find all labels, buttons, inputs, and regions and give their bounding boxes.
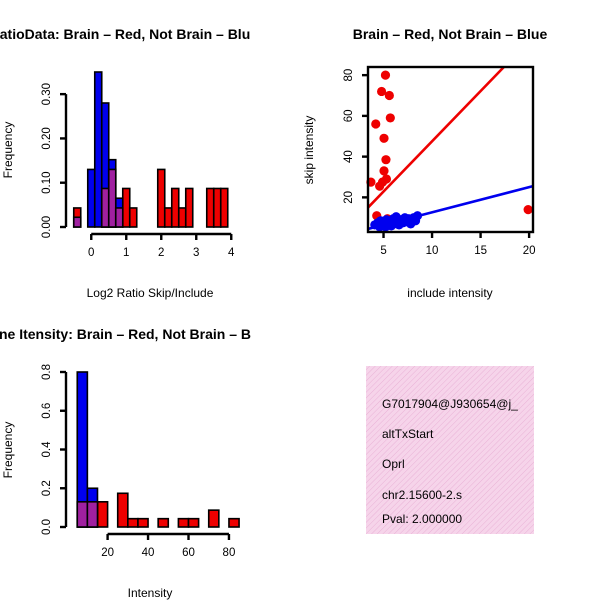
scatter-x-axis-label: include intensity <box>407 286 492 300</box>
intensity-bar-brain-6 <box>157 517 170 528</box>
scatter-points <box>366 70 533 232</box>
intensity-bar-brain-3 <box>116 492 129 528</box>
ratio-bar-brain-4 <box>128 207 138 228</box>
intensity-x-tick-label: 20 <box>101 547 114 559</box>
scatter-plot-frame <box>366 65 535 234</box>
scatter-chart-title: Brain – Red, Not Brain – Blue <box>353 26 548 42</box>
intensity-x-tick-label: 80 <box>223 547 236 559</box>
intensity-bar-brain-7 <box>177 517 190 528</box>
gene-info-panel: G7017904@J930654@j_ altTxStart Oprl chr2… <box>366 366 534 534</box>
info-event-type: altTxStart <box>382 427 434 441</box>
ratio-y-tick-label: 0.10 <box>41 172 53 194</box>
ratio-bar-overlap-2 <box>107 168 117 228</box>
intensity-bar-overlap-1 <box>86 501 99 528</box>
scatter-point-brain-10 <box>381 174 392 184</box>
info-event-id: G7017904@J930654@j_ <box>382 397 518 411</box>
intensity-x-axis-label: Intensity <box>128 586 173 600</box>
intensity-y-tick-label: 0.4 <box>41 441 53 458</box>
ratio-bar-not-brain-1 <box>93 71 103 228</box>
ratio-x-tick-label: 2 <box>158 247 164 259</box>
scatter-x-tick-label: 15 <box>474 245 487 257</box>
intensity-y-axis-label: Frequency <box>1 422 15 479</box>
scatter-point-brain-14 <box>523 204 533 215</box>
scatter-point-brain-9 <box>381 155 391 165</box>
ratio-bar-brain-7 <box>170 187 180 228</box>
scatter-point-brain-12 <box>384 90 394 101</box>
info-gene-name: Oprl <box>382 457 405 471</box>
ratio-x-tick-label: 3 <box>193 247 199 259</box>
scatter-point-brain-4 <box>376 86 387 97</box>
scatter-axes: 5 10 15 20 20 40 60 80 <box>343 65 536 257</box>
scatter-y-tick-label: 20 <box>343 191 355 204</box>
intensity-bar-brain-4 <box>127 517 139 528</box>
scatter-point-brain-8 <box>380 70 391 80</box>
ratio-bar-overlap-1 <box>100 187 110 228</box>
intensity-bar-brain-8 <box>187 517 200 528</box>
ratio-bar-overlap-0 <box>72 216 82 228</box>
ratio-x-tick-label: 0 <box>88 247 94 259</box>
ratio-bar-brain-6 <box>163 207 173 228</box>
intensity-bar-brain-5 <box>137 517 149 528</box>
intensity-bars <box>76 371 240 528</box>
scatter-point-brain-7 <box>379 166 389 176</box>
scatter-x-tick-label: 10 <box>426 245 439 257</box>
ratio-bar-brain-10 <box>205 187 215 228</box>
scatter-point-brain-13 <box>385 113 395 123</box>
scatter-y-tick-label: 40 <box>343 150 355 163</box>
intensity-bar-brain-9 <box>207 509 220 528</box>
scatter-x-tick-label: 5 <box>380 245 386 257</box>
info-location: chr2.15600-2.s <box>382 488 462 502</box>
intensity-y-tick-label: 0.6 <box>41 403 53 419</box>
ratio-bar-brain-11 <box>212 187 222 228</box>
intensity-axes: 0.0 0.2 0.4 0.6 0.8 20 40 60 80 <box>41 364 235 559</box>
intensity-y-tick-label: 0.8 <box>41 364 53 380</box>
intensity-bar-brain-2 <box>96 501 109 528</box>
scatter-fit-line-0 <box>367 66 505 209</box>
scatter-y-tick-label: 80 <box>343 69 355 82</box>
ratio-bar-brain-9 <box>184 187 194 228</box>
ratio-bar-brain-3 <box>121 187 131 228</box>
intensity-histogram: ne Itensity: Brain – Red, Not Brain – B … <box>0 326 251 600</box>
info-pval: Pval: 2.000000 <box>382 512 462 526</box>
ratio-bar-overlap-3 <box>114 207 124 228</box>
intensity-x-tick-label: 40 <box>142 547 155 559</box>
intensity-y-tick-label: 0.0 <box>41 519 53 535</box>
ratio-y-tick-label: 0.20 <box>41 127 53 149</box>
intensity-x-tick-label: 60 <box>182 547 195 559</box>
ratio-chart-title: atioData: Brain – Red, Not Brain – Blu <box>0 26 250 42</box>
scatter-fit-lines <box>367 66 534 231</box>
scatter-point-not-brain-24 <box>412 211 423 221</box>
intensity-y-tick-label: 0.2 <box>41 480 53 496</box>
ratio-x-axis-label: Log2 Ratio Skip/Include <box>87 286 214 300</box>
ratio-y-tick-label: 0.00 <box>41 216 53 238</box>
ratio-bar-not-brain-0 <box>86 168 96 228</box>
ratio-y-tick-label: 0.30 <box>41 83 53 105</box>
ratio-bar-brain-5 <box>156 168 166 228</box>
scatter-point-brain-6 <box>379 133 389 143</box>
scatter-point-brain-1 <box>371 119 381 129</box>
scatter-y-tick-label: 60 <box>343 109 355 122</box>
scatter-x-tick-label: 20 <box>523 245 536 257</box>
intensity-bar-brain-10 <box>228 517 240 528</box>
info-panel-background <box>366 366 534 534</box>
intensity-scatter-plot: Brain – Red, Not Brain – Blue 5 10 15 20 20 4… <box>302 26 547 300</box>
scatter-y-axis-label: skip intensity <box>302 116 316 185</box>
ratio-y-axis-label: Frequency <box>1 122 15 179</box>
ratio-bars <box>72 71 229 228</box>
ratio-bar-brain-12 <box>219 187 229 228</box>
ratio-axes: 0.00 0.10 0.20 0.30 0 1 2 3 4 <box>41 83 235 259</box>
ratio-x-tick-label: 1 <box>123 247 129 259</box>
ratio-bar-brain-8 <box>177 207 187 228</box>
ratio-histogram: atioData: Brain – Red, Not Brain – Blu 0… <box>0 26 250 300</box>
intensity-chart-title: ne Itensity: Brain – Red, Not Brain – B <box>0 326 251 342</box>
ratio-x-tick-label: 4 <box>228 247 235 259</box>
intensity-bar-overlap-0 <box>76 501 89 528</box>
